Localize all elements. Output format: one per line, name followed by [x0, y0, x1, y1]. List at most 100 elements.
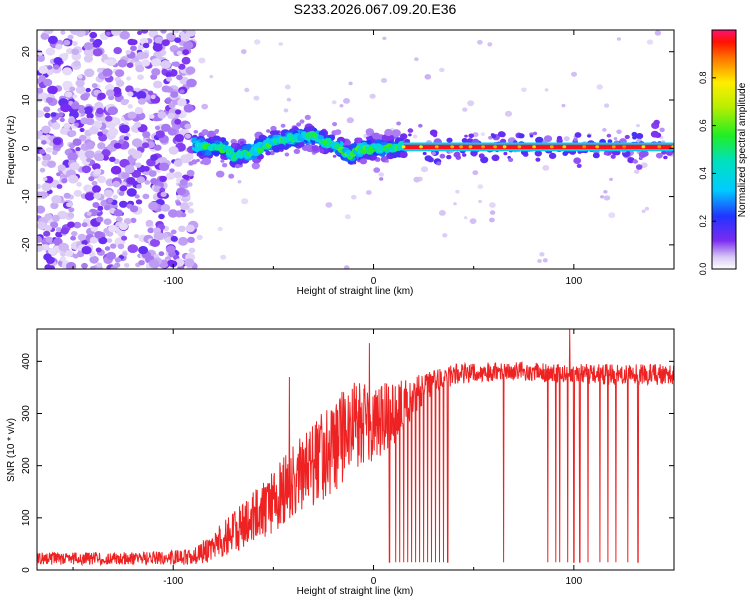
noise-blob	[151, 58, 162, 67]
tone-halo	[464, 134, 468, 138]
speckle	[420, 166, 429, 173]
noise-blob	[105, 89, 115, 97]
colorbar: 0.0 0.2 0.4 0.6 0.8 Normalized spectral ampl…	[698, 29, 748, 275]
tone-variation	[459, 145, 463, 149]
noise-blob	[117, 59, 128, 68]
speckle	[478, 199, 483, 204]
noise-blob	[165, 72, 172, 78]
noise-blob	[55, 231, 63, 238]
noise-blob	[103, 218, 112, 225]
noise-blob	[131, 138, 143, 148]
tone-variation	[419, 145, 423, 149]
noise-blob	[89, 236, 98, 244]
noise-blob	[43, 30, 54, 35]
noise-blob	[70, 30, 81, 35]
noise-blob	[177, 98, 187, 107]
noise-blob	[102, 68, 113, 77]
tone-variation	[641, 145, 646, 149]
noise-blob	[73, 221, 82, 229]
noise-blob	[150, 154, 159, 161]
noise-blob	[105, 31, 111, 36]
noise-blob	[141, 30, 149, 34]
tone-halo	[422, 151, 427, 156]
noise-blob	[165, 97, 173, 103]
tone-halo	[453, 151, 461, 158]
noise-blob	[48, 265, 55, 269]
noise-blob	[134, 121, 142, 128]
signal-blob	[191, 159, 198, 165]
speckle	[453, 202, 457, 206]
noise-blob	[64, 91, 73, 98]
noise-blob	[72, 253, 79, 259]
snr-frame	[36, 328, 675, 571]
noise-blob	[160, 204, 171, 212]
snr-panel: -100 0 100 0 100 200 300 400 Height of straight…	[6, 328, 675, 597]
noise-blob	[58, 242, 69, 252]
speckle	[469, 218, 477, 225]
noise-blob	[62, 67, 73, 76]
signal-blob	[201, 150, 206, 155]
noise-blob	[111, 117, 120, 125]
noise-blob	[96, 107, 104, 115]
noise-blob	[184, 123, 192, 130]
signal-blob	[293, 148, 301, 155]
tone-variation	[468, 145, 473, 149]
noise-blob	[174, 159, 183, 167]
noise-blob	[136, 184, 142, 189]
speckle	[654, 30, 662, 36]
noise-blob	[113, 142, 122, 149]
noise-blob	[148, 201, 159, 211]
noise-blob	[125, 132, 131, 138]
noise-blob	[142, 193, 150, 200]
tone-variation	[493, 145, 497, 149]
tone-halo	[635, 133, 644, 140]
tone-halo	[491, 154, 500, 162]
noise-blob	[39, 149, 46, 155]
noise-blob	[129, 205, 139, 213]
tone-halo	[607, 139, 613, 144]
speckle	[414, 57, 419, 62]
speckle	[344, 265, 350, 269]
spectrogram-ytick-label: 10	[21, 94, 32, 106]
speckle	[455, 189, 460, 194]
noise-blob	[102, 155, 109, 161]
speckle	[463, 216, 468, 220]
noise-blob	[92, 185, 101, 193]
snr-xtick-label: 100	[565, 576, 582, 587]
tone-halo	[503, 151, 508, 156]
tone-halo	[635, 164, 643, 170]
tone-variation	[481, 145, 485, 149]
tone-halo	[446, 154, 452, 160]
noise-blob	[44, 213, 53, 221]
noise-blob	[138, 260, 145, 266]
speckle	[365, 190, 372, 195]
noise-blob	[134, 107, 144, 115]
noise-blob	[79, 134, 87, 141]
tone-halo	[638, 151, 647, 158]
noise-blob	[181, 56, 191, 65]
noise-blob	[174, 37, 182, 43]
snr-ytick-label: 0	[21, 567, 32, 573]
noise-blob	[91, 83, 98, 89]
tone-halo	[587, 134, 592, 138]
noise-blob	[45, 236, 53, 243]
speckle	[640, 162, 648, 168]
snr-ytick-label: 200	[21, 457, 32, 474]
noise-blob	[81, 222, 88, 228]
noise-blob	[173, 61, 180, 67]
noise-blob	[185, 224, 195, 233]
noise-blob	[97, 92, 106, 100]
noise-blob	[166, 76, 173, 82]
noise-blob	[125, 85, 134, 93]
spectrogram-ytick-label: 0	[21, 145, 32, 151]
noise-blob	[38, 191, 48, 199]
noise-blob	[39, 167, 46, 173]
speckle	[609, 177, 613, 181]
noise-blob	[134, 194, 140, 199]
speckle	[424, 74, 432, 80]
noise-blob	[175, 201, 182, 206]
speckle	[603, 195, 611, 201]
snr-series-line	[37, 329, 674, 567]
tone-variation	[450, 145, 455, 149]
noise-blob	[154, 36, 164, 45]
